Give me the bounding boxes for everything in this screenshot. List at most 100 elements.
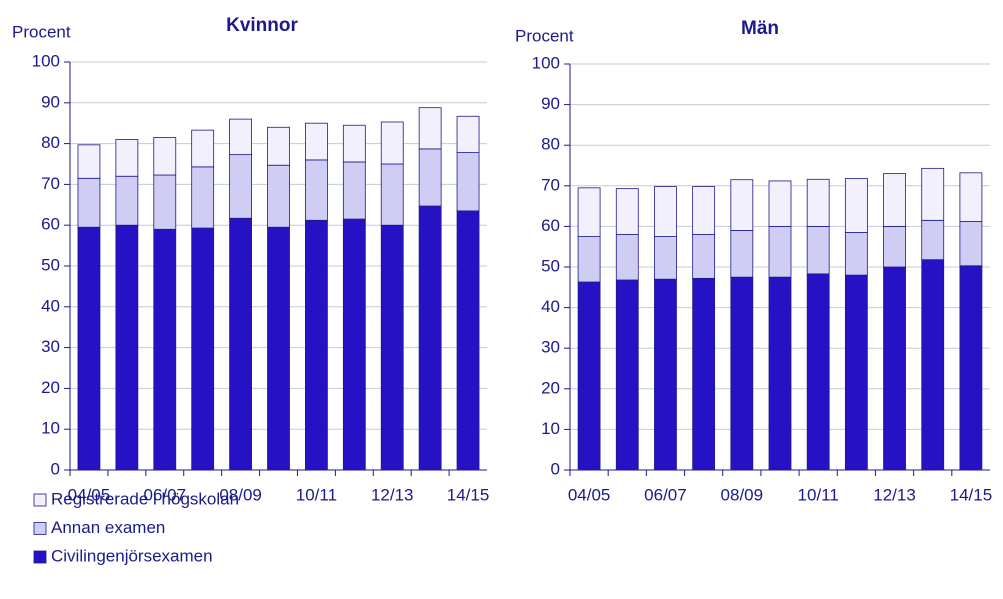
y-tick-label: 60 (41, 215, 60, 234)
y-tick-label: 90 (541, 94, 560, 113)
y-axis-label: Procent (12, 22, 71, 41)
bar-segment (730, 179, 754, 231)
x-tick-label: 06/07 (143, 485, 186, 504)
bar-segment (267, 126, 290, 166)
y-tick-label: 20 (41, 378, 60, 397)
x-tick-label: 14/15 (950, 485, 993, 504)
bar-segment (615, 188, 639, 235)
bar-segment (806, 178, 830, 227)
y-tick-label: 30 (541, 338, 560, 357)
y-tick-label: 40 (41, 296, 60, 315)
bar-segment (380, 163, 404, 226)
y-tick-label: 10 (541, 419, 560, 438)
bar-segment (456, 152, 480, 212)
bar-segment (768, 276, 792, 471)
bar-segment (883, 225, 906, 268)
bar-segment (615, 279, 639, 471)
bar-segment (883, 266, 906, 471)
chart-title: Män (741, 18, 779, 39)
bar-segment (692, 186, 716, 235)
bar-segment (456, 115, 480, 153)
y-tick-label: 0 (51, 459, 60, 478)
y-axis-label: Procent (515, 26, 574, 45)
x-tick-label: 04/05 (568, 485, 611, 504)
y-tick-label: 30 (41, 337, 60, 356)
y-tick-label: 50 (41, 255, 60, 274)
bar-segment (305, 122, 328, 161)
bar-segment (229, 154, 252, 219)
legend-label: Annan examen (51, 518, 165, 537)
bar-segment (615, 234, 639, 281)
bar-segment (380, 224, 404, 471)
bar-segment (577, 236, 601, 283)
bar-segment (380, 121, 404, 165)
legend-swatch (33, 522, 47, 535)
bar-segment (806, 273, 830, 471)
bar-segment (305, 219, 328, 471)
bar-segment (115, 224, 139, 471)
y-tick-label: 0 (551, 459, 560, 478)
bar-segment (577, 187, 601, 237)
y-tick-label: 100 (532, 53, 560, 72)
bar-segment (921, 259, 945, 471)
y-tick-label: 90 (41, 92, 60, 111)
bar-segment (305, 159, 328, 221)
bar-segment (921, 219, 945, 261)
bar-segment (654, 278, 677, 471)
bar-segment (229, 118, 252, 156)
legend-swatch (33, 493, 47, 507)
y-tick-label: 100 (32, 51, 60, 70)
bar-segment (191, 227, 215, 471)
x-tick-label: 04/05 (68, 485, 111, 504)
bar-segment (768, 225, 792, 278)
y-tick-label: 80 (541, 135, 560, 154)
y-tick-label: 60 (541, 216, 560, 235)
x-tick-label: 08/09 (219, 485, 262, 504)
bar-segment (418, 148, 442, 207)
x-tick-label: 08/09 (721, 485, 764, 504)
bar-segment (342, 124, 366, 163)
bar-segment (418, 107, 442, 150)
x-tick-label: 10/11 (798, 485, 839, 504)
bar-segment (342, 161, 366, 220)
bar-segment (692, 277, 716, 471)
bar-segment (959, 265, 983, 471)
bar-segment (883, 173, 906, 227)
bar-segment (654, 186, 677, 237)
y-tick-label: 20 (541, 378, 560, 397)
bar-segment (959, 221, 983, 267)
bar-segment (267, 226, 290, 471)
bar-segment (844, 178, 868, 233)
x-tick-label: 12/13 (371, 485, 414, 504)
legend-swatch (33, 550, 47, 564)
x-tick-label: 10/11 (296, 485, 337, 504)
y-tick-label: 10 (41, 419, 60, 438)
bar-segment (654, 236, 677, 280)
bar-segment (418, 205, 442, 471)
y-tick-label: 80 (41, 133, 60, 152)
bar-segment (77, 144, 101, 179)
legend-label: Registrerade i högskolan (51, 489, 239, 508)
bar-segment (456, 210, 480, 471)
bar-segment (77, 226, 101, 471)
bar-segment (692, 234, 716, 279)
bar-segment (768, 180, 792, 227)
y-tick-label: 50 (541, 256, 560, 275)
bar-segment (844, 232, 868, 276)
x-tick-label: 12/13 (873, 485, 916, 504)
bar-segment (153, 137, 177, 176)
bar-segment (153, 174, 177, 230)
bar-segment (844, 274, 868, 471)
y-tick-label: 70 (541, 175, 560, 194)
x-tick-label: 06/07 (644, 485, 687, 504)
x-tick-label: 14/15 (447, 485, 490, 504)
bar-segment (115, 139, 139, 177)
bar-segment (342, 218, 366, 471)
bar-segment (730, 230, 754, 278)
bar-segment (577, 281, 601, 471)
bar-segment (115, 175, 139, 226)
bar-segment (921, 167, 945, 221)
bar-segment (730, 276, 754, 471)
bar-segment (77, 177, 101, 228)
